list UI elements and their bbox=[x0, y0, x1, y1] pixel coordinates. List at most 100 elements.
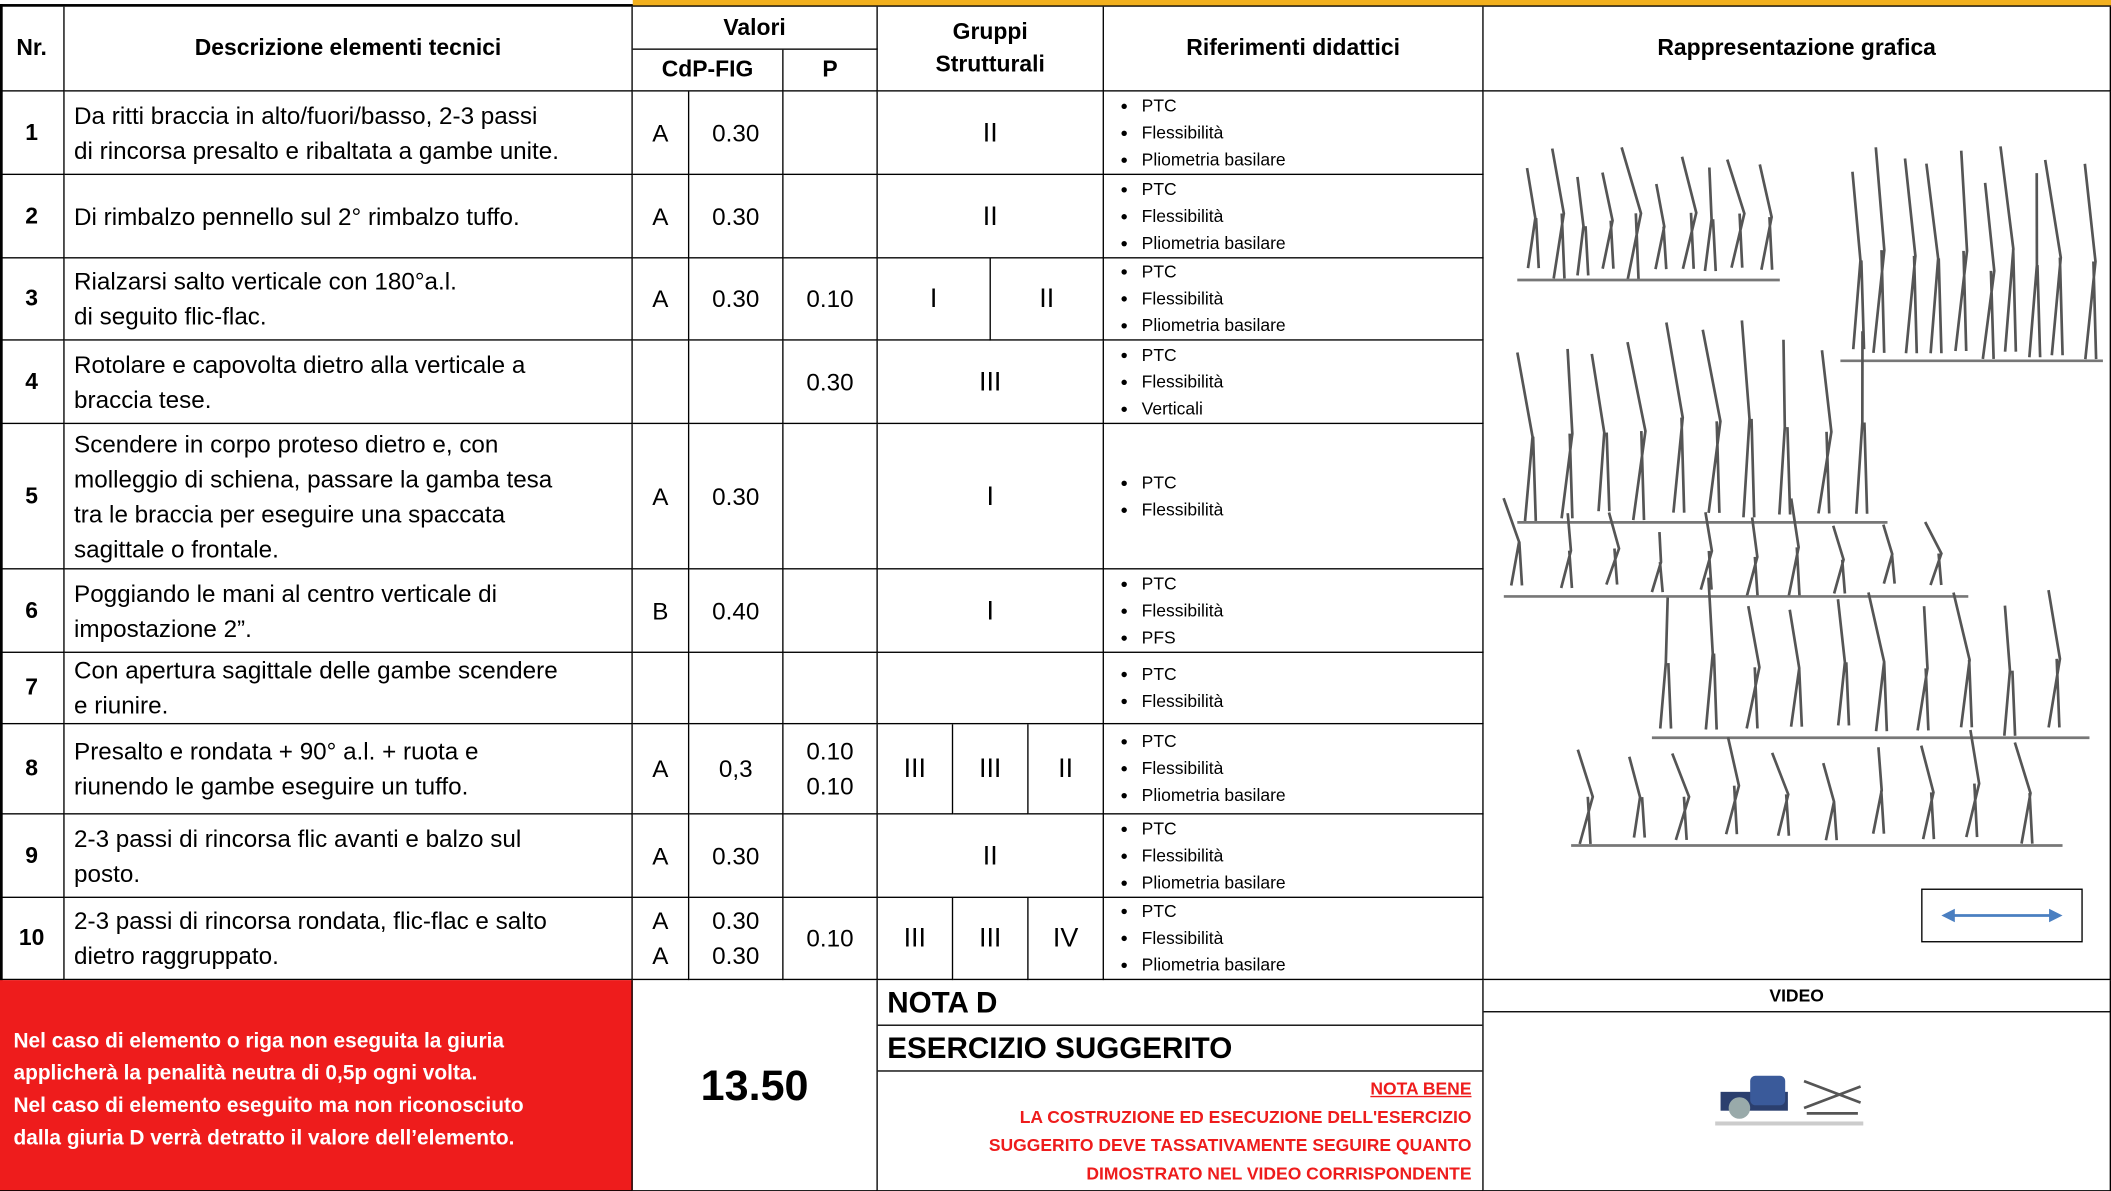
description-line-group: Rotolare e capovolta dietro alla vertica… bbox=[74, 347, 525, 417]
reference: PTC bbox=[1142, 176, 1483, 203]
value-cell: 0.30 bbox=[689, 814, 784, 898]
esercizio: ESERCIZIO SUGGERITO bbox=[877, 1026, 1483, 1072]
description-line: Con apertura sagittale delle gambe scend… bbox=[74, 656, 558, 684]
description-cell: Presalto e rondata + 90° a.l. + ruota e r… bbox=[64, 724, 633, 815]
references-list: PTCFlessibilitàPliometria basilare bbox=[1104, 728, 1482, 809]
grade-cell: A bbox=[632, 724, 690, 815]
penalty-cell bbox=[783, 424, 878, 570]
value: 0.30 bbox=[712, 942, 760, 970]
header-text: Rappresentazione grafica bbox=[1657, 35, 1936, 61]
figure-sketch bbox=[1559, 513, 1574, 589]
description-line: Da ritti braccia in alto/fuori/basso, 2-… bbox=[74, 101, 538, 129]
figure-sketch bbox=[1550, 148, 1566, 279]
figure-sketch bbox=[1576, 176, 1590, 276]
description-cell: 2-3 passi di rincorsa rondata, flic-flac… bbox=[64, 897, 633, 981]
grade: B bbox=[652, 597, 669, 625]
nota-bene-line: LA COSTRUZIONE ED ESECUZIONE DELL'ESERCI… bbox=[1019, 1106, 1472, 1127]
header-cell: P bbox=[783, 49, 878, 92]
figure-sketch bbox=[2013, 742, 2034, 844]
description-line: e riunire. bbox=[74, 691, 169, 719]
figure-sketch bbox=[1665, 322, 1686, 513]
grade-cell: B bbox=[632, 569, 690, 653]
reference: Pliometria basilare bbox=[1142, 782, 1483, 809]
value-cell: 0,3 bbox=[689, 724, 784, 815]
figure-sketch bbox=[1758, 164, 1774, 271]
group: III bbox=[978, 366, 1002, 397]
reference: Flessibilità bbox=[1142, 688, 1483, 715]
header-cell: Riferimenti didattici bbox=[1103, 6, 1484, 92]
figure-sketch bbox=[1680, 156, 1698, 270]
figure-sketch bbox=[1770, 752, 1791, 837]
group-cell: I bbox=[877, 258, 991, 341]
note-line: dalla giuria D verrà detratto il valore … bbox=[13, 1126, 515, 1150]
row-number: 10 bbox=[0, 897, 65, 981]
group-cell: II bbox=[1028, 724, 1104, 815]
video-label: VIDEO bbox=[1769, 984, 1824, 1006]
description-line: Scendere in corpo proteso dietro e, con bbox=[74, 430, 499, 458]
header-cell: Rappresentazione grafica bbox=[1483, 6, 2111, 92]
references-list: PTCFlessibilità bbox=[1104, 661, 1482, 715]
penalty-cell: 0.30 bbox=[783, 340, 878, 425]
figure-sketch bbox=[1925, 163, 1943, 354]
grade: A bbox=[652, 907, 669, 935]
row-number-text: 6 bbox=[25, 597, 39, 623]
description-cell: 2-3 passi di rincorsa flic avanti e balz… bbox=[64, 814, 633, 898]
figure-sketch bbox=[1867, 592, 1889, 732]
group-cell: III bbox=[877, 897, 954, 981]
figure-sketch bbox=[2028, 173, 2042, 358]
references-cell: PTCFlessibilitàPFS bbox=[1103, 569, 1484, 653]
video-icon[interactable] bbox=[1709, 1068, 1884, 1135]
row-number-text: 7 bbox=[25, 674, 39, 701]
group-cell: III bbox=[877, 340, 1104, 425]
grade: A bbox=[652, 755, 669, 783]
header-text: Strutturali bbox=[935, 51, 1045, 77]
figure-sketch bbox=[1851, 171, 1866, 350]
nota-bene-line: SUGGERITO DEVE TASSATIVAMENTE SEGUIRE QU… bbox=[988, 1134, 1472, 1156]
description-line-group: Poggiando le mani al centro verticale di… bbox=[74, 576, 497, 646]
grade-cell: A bbox=[632, 91, 690, 176]
figure-sketch bbox=[1671, 753, 1691, 841]
reference: Pliometria basilare bbox=[1142, 146, 1483, 173]
reference: PTC bbox=[1142, 898, 1483, 925]
figure-sketch bbox=[1999, 146, 2018, 352]
figure-sketch bbox=[2083, 163, 2098, 360]
value: 0,3 bbox=[718, 755, 753, 783]
grade: A bbox=[652, 202, 669, 230]
left-rule bbox=[0, 4, 3, 1191]
penalty-cell: 0.10 bbox=[783, 897, 878, 981]
references-cell: PTCFlessibilità bbox=[1103, 652, 1484, 725]
description-cell: Con apertura sagittale delle gambe scend… bbox=[64, 652, 633, 725]
description-line: posto. bbox=[74, 859, 141, 887]
references-list: PTCFlessibilitàPliometria basilare bbox=[1104, 258, 1482, 339]
row-number: 4 bbox=[0, 340, 65, 425]
description-line-group: Presalto e rondata + 90° a.l. + ruota e r… bbox=[74, 734, 478, 804]
references-cell: PTCFlessibilitàPliometria basilare bbox=[1103, 258, 1484, 341]
grade: A bbox=[652, 482, 669, 510]
figure-sketch bbox=[1654, 183, 1668, 270]
header-text: Valori bbox=[723, 14, 786, 40]
references-list: PTCFlessibilitàPliometria basilare bbox=[1104, 815, 1482, 896]
value-cell: 0.30 bbox=[689, 91, 784, 176]
reference: Flessibilità bbox=[1142, 496, 1483, 523]
description-cell: Da ritti braccia in alto/fuori/basso, 2-… bbox=[64, 91, 633, 176]
top-rule bbox=[0, 4, 2111, 7]
value-cell: 0.30 0.30 bbox=[689, 897, 784, 981]
penalty-cell: 0.10 0.10 bbox=[783, 724, 878, 815]
group: III bbox=[903, 753, 927, 784]
description-line: di rincorsa presalto e ribaltata a gambe… bbox=[74, 136, 559, 164]
row-number-text: 8 bbox=[25, 755, 39, 781]
note-line: applicherà la penalità neutra di 0,5p og… bbox=[13, 1062, 478, 1086]
description-line: sagittale o frontale. bbox=[74, 535, 279, 563]
figure-sketch bbox=[1981, 182, 1996, 360]
reference: PTC bbox=[1142, 469, 1483, 496]
description-line: Poggiando le mani al centro verticale di bbox=[74, 579, 498, 607]
reference: Flessibilità bbox=[1142, 925, 1483, 952]
figure-sketch bbox=[1650, 531, 1665, 593]
figure-sketch bbox=[1560, 348, 1574, 519]
nota-d: NOTA D bbox=[877, 980, 1483, 1026]
description-line-group: Rialzarsi salto verticale con 180°a.l. di… bbox=[74, 264, 457, 334]
header-text-group: Gruppi Strutturali bbox=[936, 16, 1045, 81]
reference: PTC bbox=[1142, 341, 1483, 368]
group: II bbox=[982, 117, 998, 148]
reference: PTC bbox=[1142, 815, 1483, 842]
